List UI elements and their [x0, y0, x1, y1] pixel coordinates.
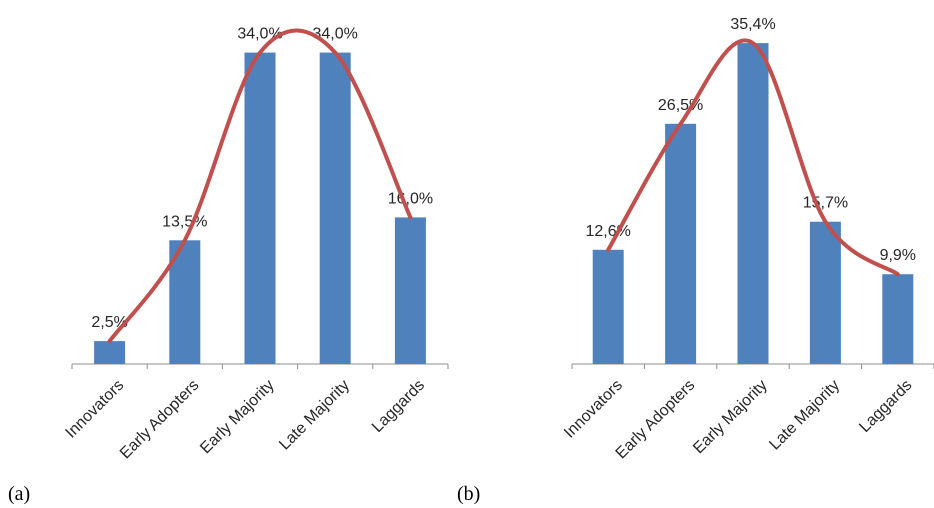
x-tick-label: Early Majority — [690, 377, 771, 458]
x-tick-label: Early Majority — [197, 377, 278, 458]
data-label: 35,4% — [730, 16, 775, 33]
x-tick-label: Late Majority — [276, 377, 353, 454]
bar-late-majority — [809, 221, 841, 364]
bar-early-majority — [737, 43, 769, 364]
data-label: 16,0% — [388, 190, 433, 207]
bar-early-adopters — [665, 123, 697, 364]
data-label: 2,5% — [91, 314, 127, 331]
x-tick-label: Innovators — [561, 377, 626, 442]
x-tick-label: Laggards — [856, 377, 915, 436]
data-label: 15,7% — [803, 195, 848, 212]
bar-late-majority — [319, 52, 351, 364]
data-label: 9,9% — [880, 247, 916, 264]
data-label: 12,6% — [586, 223, 631, 240]
data-label: 34,0% — [237, 26, 282, 43]
x-tick-label: Early Adopters — [117, 377, 203, 463]
x-tick-label: Late Majority — [766, 377, 843, 454]
panel-label: (a) — [8, 483, 30, 505]
bar-early-majority — [244, 52, 276, 364]
chart-a: 2,5% Innovators 13,5% Early Adopters 34,0% Ea… — [8, 26, 449, 505]
bar-laggards — [882, 274, 914, 364]
x-tick-label: Early Adopters — [613, 377, 699, 463]
bar-laggards — [394, 217, 426, 364]
bar-innovators — [94, 341, 126, 364]
panel-label: (b) — [457, 483, 480, 505]
x-tick-label: Innovators — [62, 377, 127, 442]
x-tick-label: Laggards — [369, 377, 428, 436]
bar-innovators — [592, 249, 624, 364]
data-label: 34,0% — [313, 26, 358, 43]
data-label: 13,5% — [162, 213, 207, 230]
trend-curve — [606, 38, 900, 277]
trend-curve — [107, 28, 413, 344]
